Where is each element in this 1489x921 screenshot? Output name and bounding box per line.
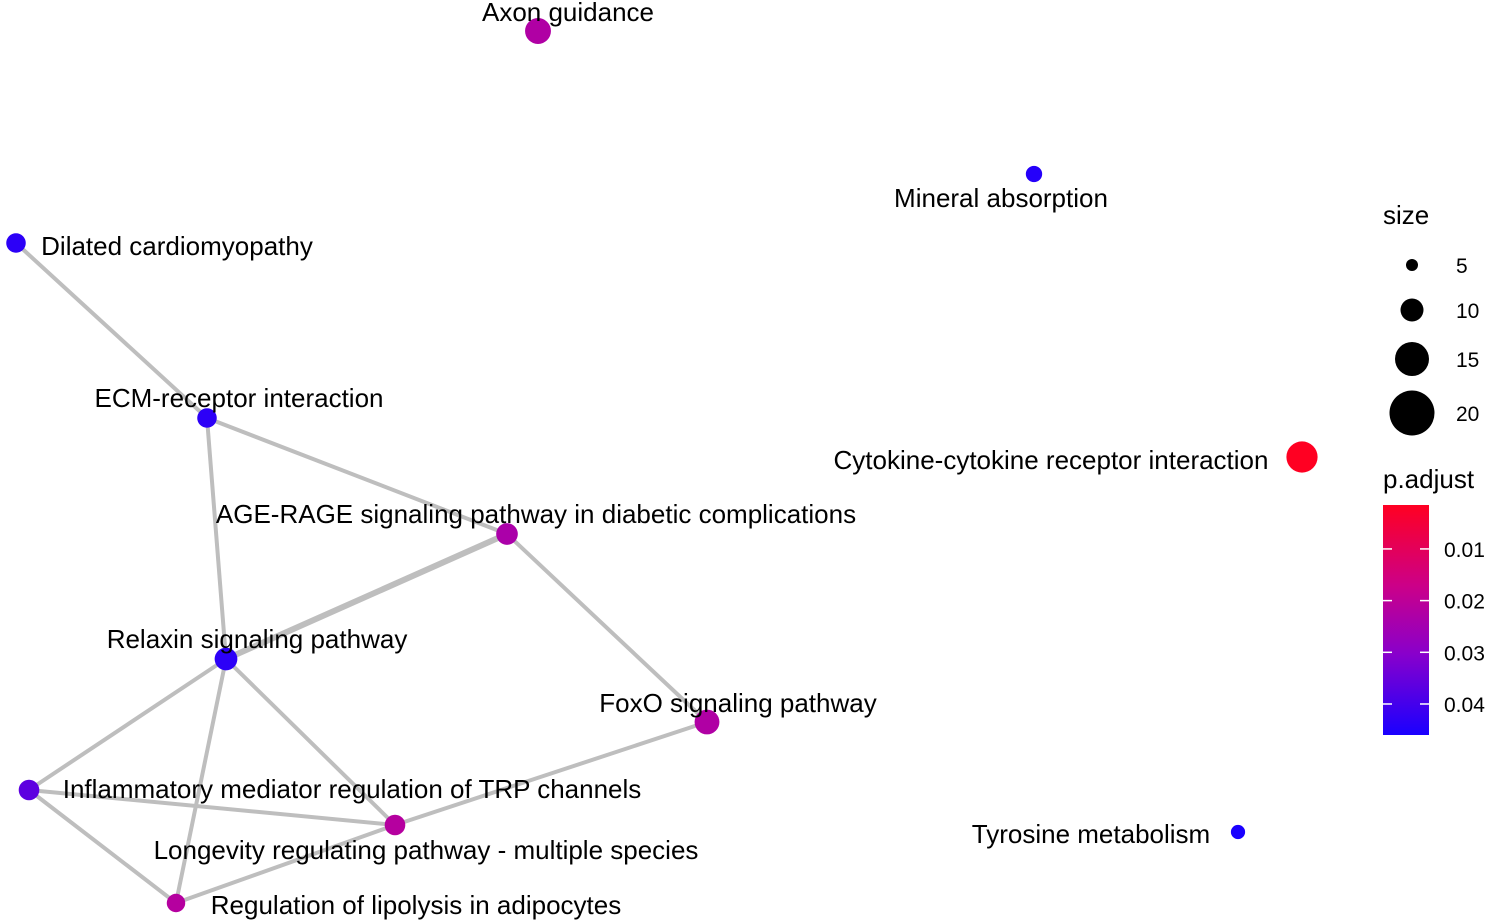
node-mineral[interactable] — [1025, 165, 1043, 183]
node-dilated[interactable] — [6, 233, 26, 253]
edge-inflammatory-lipolysis — [27, 788, 178, 905]
node-label-tyrosine: Tyrosine metabolism — [972, 819, 1210, 849]
color-legend-label-0.01: 0.01 — [1444, 539, 1485, 562]
edge-relaxin-inflammatory — [27, 657, 228, 792]
labels-layer: Axon guidance Mineral absorption Dilated c… — [41, 0, 1268, 920]
node-foxo[interactable] — [694, 709, 720, 735]
color-legend-label-0.02: 0.02 — [1444, 591, 1485, 614]
size-legend-title: size — [1383, 200, 1429, 230]
node-label-dilated: Dilated cardiomyopathy — [41, 231, 313, 261]
node-label-ecm: ECM-receptor interaction — [95, 383, 384, 413]
node-label-inflammatory: Inflammatory mediator regulation of TRP … — [63, 774, 642, 804]
node-label-longevity: Longevity regulating pathway - multiple … — [154, 835, 699, 865]
edge-foxo-longevity — [393, 720, 709, 827]
nodes-layer — [6, 18, 1318, 913]
node-inflammatory[interactable] — [18, 779, 40, 801]
size-legend-dot-10 — [1400, 298, 1424, 322]
color-legend-ticks: 0.01 0.02 0.03 0.04 — [1383, 539, 1485, 717]
node-label-axon: Axon guidance — [482, 0, 654, 27]
node-label-foxo: FoxO signaling pathway — [599, 688, 876, 718]
node-age[interactable] — [496, 523, 518, 545]
node-label-age: AGE-RAGE signaling pathway in diabetic c… — [216, 499, 856, 529]
edge-dilated-ecm — [14, 241, 209, 420]
edge-age-foxo — [505, 532, 709, 724]
color-legend-label-0.04: 0.04 — [1444, 694, 1485, 717]
edge-inflammatory-longevity — [27, 788, 397, 827]
edge-ecm-relaxin — [205, 416, 228, 661]
edge-relaxin-lipolysis — [174, 657, 228, 905]
node-ecm[interactable] — [197, 408, 217, 428]
edge-longevity-lipolysis — [174, 823, 397, 905]
node-tyrosine[interactable] — [1230, 824, 1246, 840]
color-legend-label-0.03: 0.03 — [1444, 642, 1485, 665]
edges-layer — [14, 241, 709, 905]
size-legend-label-10: 10 — [1456, 300, 1479, 323]
size-legend-dot-5 — [1406, 259, 1418, 271]
color-bar — [1383, 505, 1429, 735]
node-label-lipolysis: Regulation of lipolysis in adipocytes — [211, 890, 621, 920]
node-relaxin[interactable] — [214, 647, 238, 671]
node-axon[interactable] — [525, 18, 551, 44]
node-cytokine[interactable] — [1286, 441, 1318, 473]
node-label-cytokine: Cytokine-cytokine receptor interaction — [834, 445, 1269, 475]
node-lipolysis[interactable] — [166, 893, 186, 913]
node-longevity[interactable] — [384, 814, 406, 836]
edge-relaxin-longevity — [224, 657, 397, 827]
color-legend-title: p.adjust — [1383, 464, 1475, 494]
size-legend-label-5: 5 — [1456, 255, 1468, 278]
node-label-relaxin: Relaxin signaling pathway — [107, 624, 408, 654]
size-legend-entries: 5 10 15 20 — [1389, 255, 1479, 436]
size-legend-label-20: 20 — [1456, 403, 1479, 426]
size-legend-dot-20 — [1389, 390, 1435, 436]
edge-age-relaxin — [223, 531, 510, 662]
edge-ecm-age — [205, 416, 509, 536]
size-legend: size 5 10 15 20 — [1383, 200, 1479, 436]
color-legend: p.adjust 0.01 0.02 0.03 0.04 — [1383, 464, 1485, 735]
node-label-mineral: Mineral absorption — [894, 183, 1108, 213]
size-legend-label-15: 15 — [1456, 349, 1479, 372]
size-legend-dot-15 — [1395, 342, 1429, 376]
